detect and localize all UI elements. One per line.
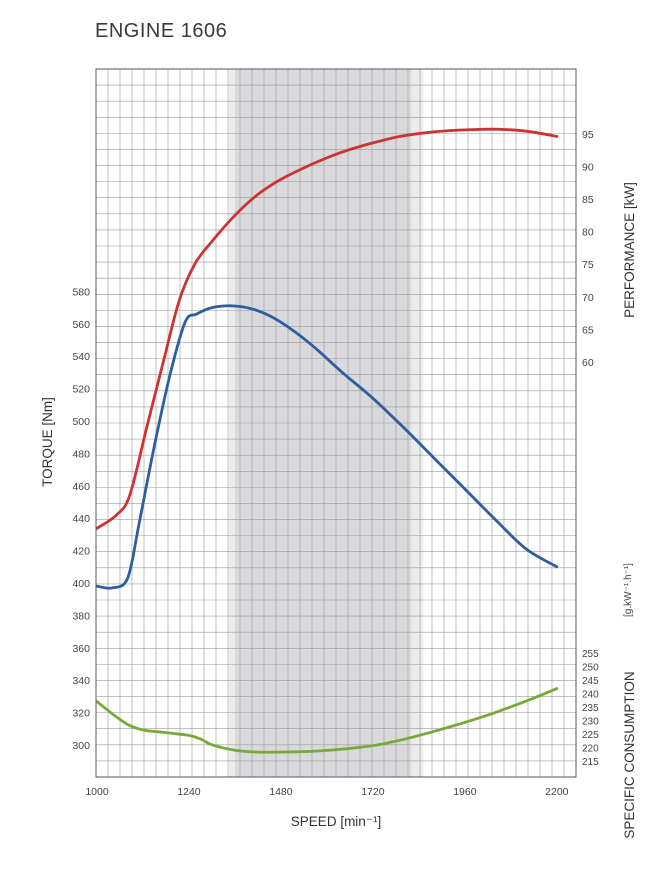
consumption-unit-label: [g.kW⁻¹.h⁻¹] [623,563,634,617]
torque-tick-label: 440 [72,513,90,525]
torque-tick-label: 520 [72,384,90,396]
torque-tick-label: 480 [72,448,90,460]
plot-frame [95,68,577,778]
performance-tick-label: 90 [582,161,594,173]
performance-axis-title: PERFORMANCE [kW] [622,182,637,318]
performance-tick-label: 80 [582,227,594,239]
x-axis-title: SPEED [min⁻¹] [291,814,381,829]
x-tick-label: 1960 [453,786,477,798]
x-tick-label: 1720 [361,786,385,798]
performance-tick-label: 75 [582,259,594,271]
specific-consumption-series-line [95,687,559,754]
consumption-tick-label: 255 [582,649,599,660]
torque-tick-label: 420 [72,546,90,558]
performance-tick-label: 85 [582,194,594,206]
x-tick-label: 1240 [177,786,201,798]
torque-axis-title: TORQUE [Nm] [40,397,55,487]
torque-tick-label: 340 [72,675,90,687]
torque-tick-label: 320 [72,708,90,720]
x-tick-label: 2200 [545,786,569,798]
consumption-tick-label: 245 [582,676,599,687]
torque-tick-label: 360 [72,643,90,655]
torque-tick-label: 580 [72,286,90,298]
torque-tick-label: 500 [72,416,90,428]
torque-tick-label: 300 [72,740,90,752]
consumption-tick-label: 240 [582,690,599,701]
performance-tick-label: 95 [582,129,594,141]
consumption-tick-label: 225 [582,730,599,741]
performance-series-line [95,127,559,530]
performance-tick-label: 65 [582,324,594,336]
chart-title: ENGINE 1606 [95,20,228,42]
performance-tick-label: 70 [582,292,594,304]
consumption-tick-label: 235 [582,703,599,714]
consumption-tick-label: 215 [582,757,599,768]
x-tick-label: 1480 [269,786,293,798]
series-layer [95,127,559,754]
torque-tick-label: 560 [72,319,90,331]
tick-label-layer: 1000 1240 1480 1720 1960 2200 300 320 340 360 380 4… [72,129,599,798]
torque-tick-label: 380 [72,610,90,622]
performance-tick-label: 60 [582,357,594,369]
torque-series-line [95,304,559,590]
consumption-tick-label: 220 [582,744,599,755]
grid-layer [96,69,576,777]
torque-tick-label: 400 [72,578,90,590]
torque-tick-label: 540 [72,351,90,363]
consumption-tick-label: 230 [582,717,599,728]
consumption-tick-label: 250 [582,663,599,674]
x-tick-label: 1000 [85,786,109,798]
consumption-axis-title: SPECIFIC CONSUMPTION [622,671,637,838]
torque-tick-label: 460 [72,481,90,493]
